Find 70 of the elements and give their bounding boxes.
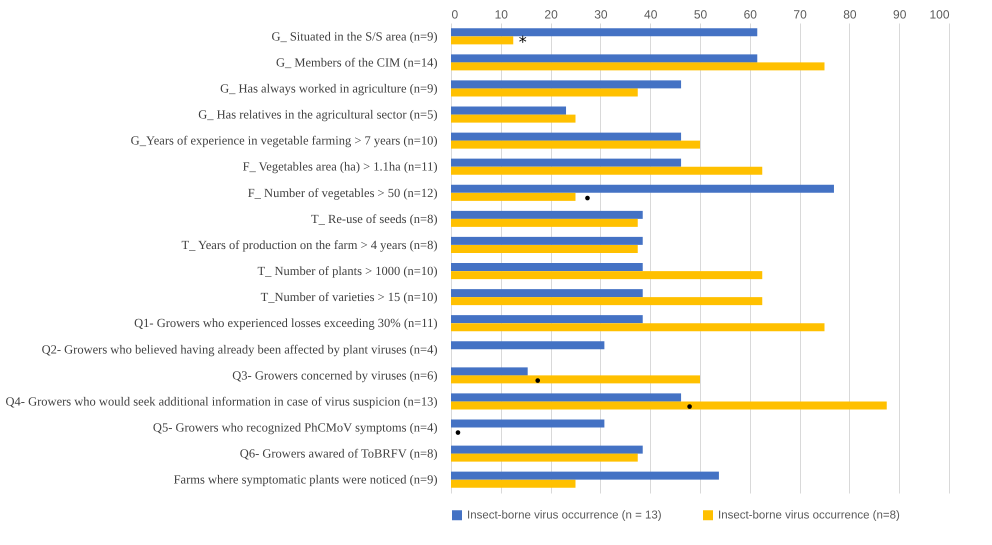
bar xyxy=(451,245,638,253)
x-tick-label: 0 xyxy=(452,8,458,22)
bar xyxy=(451,454,638,462)
y-tick-label: F_ Number of vegetables > 50 (n=12) xyxy=(248,186,438,200)
x-tick-label: 30 xyxy=(594,8,608,22)
legend-label: Insect-borne virus occurrence (n = 13) xyxy=(467,509,662,522)
annotation: • xyxy=(532,371,542,390)
bar xyxy=(451,80,682,88)
annotation: • xyxy=(453,424,463,443)
y-tick-label: T_ Re-use of seeds (n=8) xyxy=(311,212,438,226)
y-tick-label: G_ Has always worked in agriculture (n=9) xyxy=(220,81,438,96)
bar xyxy=(451,88,638,97)
bar xyxy=(451,36,514,44)
y-tick-label: Q5- Growers who recognized PhCMoV symptoms (n=4) xyxy=(152,420,438,435)
bar xyxy=(451,271,762,280)
bar xyxy=(451,62,824,70)
bar xyxy=(451,236,643,245)
bar xyxy=(451,114,576,123)
x-tick-label: 10 xyxy=(494,8,508,22)
x-tick-label: 40 xyxy=(644,8,658,22)
y-tick-label: G_ Has relatives in the agricultural sector (n=5) xyxy=(198,108,438,122)
y-tick-label: Farms where symptomatic plants were noticed (n=9) xyxy=(174,472,438,487)
y-tick-label: G_ Situated in the S/S area (n=9) xyxy=(271,29,438,44)
bar xyxy=(451,367,528,376)
y-tick-label: F_ Vegetables area (ha) > 1.1ha (n=11) xyxy=(242,160,438,174)
y-tick-label: T_Number of varieties > 15 (n=10) xyxy=(260,290,438,304)
y-tick-label: G_Years of experience in vegetable farming > 7 years (n=10) xyxy=(130,134,438,148)
bar xyxy=(451,472,719,480)
annotation: • xyxy=(684,397,694,416)
x-tick-label: 50 xyxy=(694,8,708,22)
bar xyxy=(451,210,643,219)
bar xyxy=(451,28,758,36)
bar xyxy=(451,132,682,141)
bar xyxy=(451,393,682,402)
bar xyxy=(451,140,700,149)
y-tick-label: Q6- Growers awared of ToBRFV (n=8) xyxy=(240,446,438,461)
bar xyxy=(451,263,643,271)
y-tick-label: Q1- Growers who experienced losses exceeding 30% (n=11) xyxy=(134,316,438,330)
bar xyxy=(451,218,638,227)
y-tick-label: Q4- Growers who would seek additional information in case of virus suspicion (n=13) xyxy=(6,394,438,408)
bar xyxy=(451,184,834,193)
bar xyxy=(451,419,604,428)
bar xyxy=(451,106,566,115)
bar xyxy=(451,323,824,332)
bar xyxy=(451,480,576,488)
x-tick-label: 70 xyxy=(793,8,808,22)
y-tick-label: T_ Years of production on the farm > 4 years (n=8) xyxy=(181,238,438,252)
annotation: * xyxy=(518,32,527,52)
bar xyxy=(451,166,762,175)
bar xyxy=(451,192,576,201)
x-tick-label: 80 xyxy=(843,8,857,22)
bar xyxy=(451,297,762,306)
bar xyxy=(451,289,643,298)
bar xyxy=(451,375,700,384)
bar xyxy=(451,315,643,324)
x-tick-label: 90 xyxy=(893,8,907,22)
legend-label: Insect-borne virus occurrence (n=8) xyxy=(718,509,900,522)
bar xyxy=(451,401,887,410)
x-tick-label: 60 xyxy=(744,8,758,22)
bar xyxy=(451,446,643,454)
x-tick-label: 20 xyxy=(544,8,558,22)
y-tick-label: G_ Members of the CIM (n=14) xyxy=(276,55,438,70)
bar xyxy=(451,54,758,62)
y-tick-label: Q3- Growers concerned by viruses (n=6) xyxy=(232,368,438,382)
bar xyxy=(451,158,682,167)
x-tick-label: 100 xyxy=(929,8,950,22)
bar xyxy=(451,341,604,350)
annotation: • xyxy=(582,188,592,208)
y-tick-label: T_ Number of plants > 1000 (n=10) xyxy=(257,264,438,278)
y-tick-label: Q2- Growers who believed having already been affected by plant viruses (n=4) xyxy=(42,342,438,356)
